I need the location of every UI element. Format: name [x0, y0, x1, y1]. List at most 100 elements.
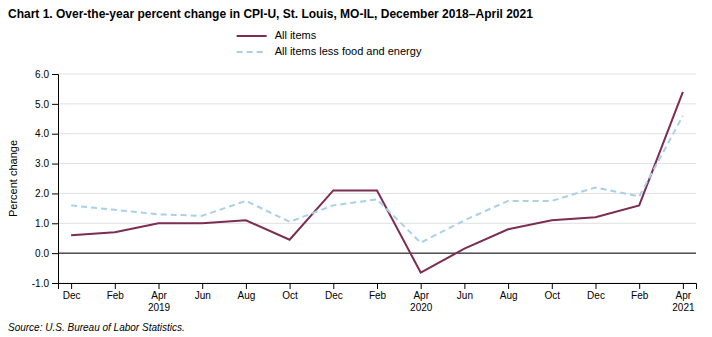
grid — [58, 74, 696, 283]
x-tick-mark — [246, 283, 247, 289]
x-tick-label: Apr2021 — [672, 290, 695, 313]
source-note: Source: U.S. Bureau of Labor Statistics. — [8, 322, 185, 333]
x-tick: Oct — [282, 283, 298, 301]
x-tick-label: Oct — [282, 290, 298, 301]
x-tick-mark — [71, 283, 72, 289]
y-tick-label: 1.0 — [35, 218, 49, 229]
y-tick: 4.0 — [35, 128, 58, 139]
x-tick-label-line: Feb — [369, 290, 387, 301]
x-tick-label-line: Apr — [413, 290, 429, 301]
x-tick-label: Feb — [369, 290, 387, 301]
x-tick-label-line: 2020 — [410, 302, 433, 313]
x-tick-mark — [683, 283, 684, 289]
x-tick-label: Feb — [107, 290, 125, 301]
x-tick-label-line: Oct — [545, 290, 561, 301]
legend: All items All items less food and energy — [237, 29, 422, 57]
x-tick: Dec — [325, 283, 343, 301]
y-tick-mark — [52, 164, 58, 165]
x-tick: Feb — [369, 283, 387, 301]
x-tick-label: Feb — [631, 290, 649, 301]
x-tick-mark — [552, 283, 553, 289]
x-tick: Apr2019 — [148, 283, 171, 313]
x-tick-mark — [159, 283, 160, 289]
y-tick: 6.0 — [35, 69, 58, 80]
legend-swatch — [237, 51, 267, 53]
x-tick-label-line: Oct — [282, 290, 298, 301]
y-tick-mark — [52, 104, 58, 105]
x-tick: Oct — [545, 283, 561, 301]
y-tick-label: 3.0 — [35, 158, 49, 169]
x-tick: Apr2020 — [410, 283, 433, 313]
x-tick-label: Dec — [325, 290, 343, 301]
y-tick-label: 2.0 — [35, 188, 49, 199]
y-tick-label: -1.0 — [32, 278, 50, 289]
zero-line — [58, 253, 696, 254]
grid-line — [58, 163, 696, 164]
x-tick-label-line: Apr — [676, 290, 692, 301]
x-tick: Aug — [238, 283, 256, 301]
x-tick-label: Aug — [238, 290, 256, 301]
y-tick-mark — [52, 253, 58, 254]
x-tick-mark — [421, 283, 422, 289]
x-tick-mark — [377, 283, 378, 289]
x-tick-label-line: Feb — [631, 290, 649, 301]
grid-line — [58, 253, 696, 254]
y-tick: 1.0 — [35, 218, 58, 229]
x-tick-label-line: Aug — [500, 290, 518, 301]
y-axis-title: Percent change — [7, 140, 19, 217]
x-axis-line — [59, 284, 697, 290]
x-tick-label-line: Jun — [457, 290, 473, 301]
grid-line — [58, 74, 696, 75]
y-tick-mark — [52, 134, 58, 135]
x-tick-mark — [290, 283, 291, 289]
x-tick: Dec — [63, 283, 81, 301]
x-tick-label: Dec — [587, 290, 605, 301]
series-line — [71, 92, 683, 273]
x-tick-label: Apr2019 — [148, 290, 171, 313]
x-tick: Jun — [195, 283, 211, 301]
x-tick-label-line: Jun — [195, 290, 211, 301]
x-axis: DecFebApr2019JunAugOctDecFebApr2020JunAu… — [59, 283, 697, 313]
legend-item: All items — [237, 29, 317, 41]
y-tick-mark — [52, 193, 58, 194]
x-tick-mark — [595, 283, 596, 289]
x-tick-label-line: Dec — [63, 290, 81, 301]
grid-line — [58, 193, 696, 194]
x-tick-mark — [639, 283, 640, 289]
x-tick: Dec — [587, 283, 605, 301]
series-lines — [71, 92, 683, 273]
x-tick-label-line: Dec — [587, 290, 605, 301]
series-line — [71, 116, 683, 243]
chart: -1.0 0.0 1.0 2.0 3.0 4.0 5.0 6.0 Dec Feb Apr2019 Ju… — [0, 0, 712, 337]
title: Chart 1. Over-the-year percent change in… — [8, 7, 533, 21]
x-tick-label-line: Apr — [151, 290, 167, 301]
x-tick: Jun — [457, 283, 473, 301]
x-tick-mark — [333, 283, 334, 289]
grid-line — [58, 103, 696, 104]
legend-label: All items less food and energy — [275, 45, 422, 57]
y-tick: 2.0 — [35, 188, 58, 199]
y-tick-label: 5.0 — [35, 99, 49, 110]
y-tick-label: 0.0 — [35, 248, 49, 259]
x-tick-mark — [115, 283, 116, 289]
y-tick: 0.0 — [35, 248, 58, 259]
y-tick-label: 6.0 — [35, 69, 49, 80]
x-tick-label-line: Dec — [325, 290, 343, 301]
x-tick-mark — [508, 283, 509, 289]
x-tick-label: Jun — [195, 290, 211, 301]
y-tick-label: 4.0 — [35, 128, 49, 139]
x-tick-label: Jun — [457, 290, 473, 301]
y-axis: -1.0 0.0 1.0 2.0 3.0 4.0 5.0 6.0 — [32, 69, 59, 289]
x-tick: Aug — [500, 283, 518, 301]
y-axis-line — [52, 75, 59, 284]
y-tick: 3.0 — [35, 158, 58, 169]
x-tick: Apr2021 — [672, 283, 695, 313]
x-tick-mark — [464, 283, 465, 289]
x-tick-label: Oct — [545, 290, 561, 301]
x-tick-label: Apr2020 — [410, 290, 433, 313]
x-tick-label: Dec — [63, 290, 81, 301]
x-tick-label-line: Aug — [238, 290, 256, 301]
x-tick: Feb — [631, 283, 649, 301]
plot: -1.0 0.0 1.0 2.0 3.0 4.0 5.0 6.0 Dec Feb Apr2019 Ju… — [32, 69, 697, 313]
grid-line — [58, 133, 696, 134]
